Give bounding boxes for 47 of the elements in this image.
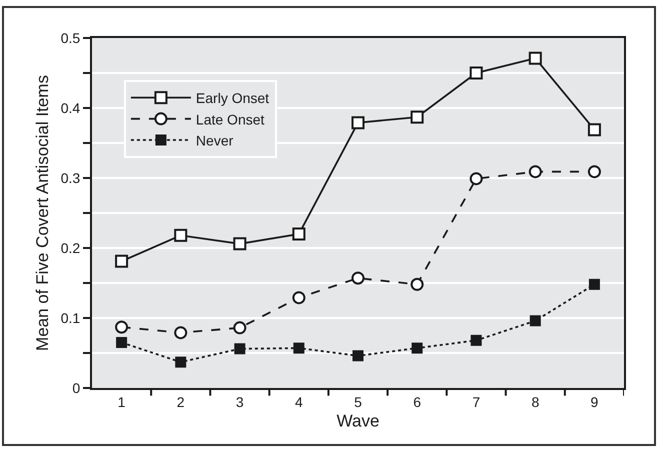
x-tick-label: 1 bbox=[118, 394, 126, 410]
point bbox=[174, 228, 188, 242]
point bbox=[410, 110, 424, 124]
point bbox=[233, 321, 246, 334]
legend-label: Late Onset bbox=[196, 111, 265, 128]
x-tick-label: 5 bbox=[354, 394, 362, 410]
point bbox=[530, 315, 541, 326]
x-tick-label: 6 bbox=[413, 394, 422, 410]
point bbox=[352, 350, 364, 362]
y-tick-label: 0.1 bbox=[60, 310, 80, 326]
point bbox=[115, 254, 128, 268]
point bbox=[174, 326, 188, 340]
point bbox=[470, 66, 483, 80]
point bbox=[470, 172, 483, 186]
point bbox=[410, 278, 424, 291]
x-tick-label: 3 bbox=[236, 394, 244, 410]
legend-label: Never bbox=[196, 132, 234, 148]
y-tick-label: 0 bbox=[72, 380, 80, 396]
point bbox=[292, 228, 306, 240]
x-tick-label: 2 bbox=[176, 394, 185, 410]
point bbox=[352, 116, 364, 130]
x-tick-label: 4 bbox=[294, 394, 303, 410]
point bbox=[588, 278, 600, 290]
point bbox=[175, 356, 186, 368]
y-tick-label: 0.3 bbox=[60, 170, 80, 186]
x-tick-label: 8 bbox=[531, 394, 540, 410]
point bbox=[293, 342, 304, 354]
point bbox=[588, 123, 601, 136]
y-axis-title: Mean of Five Covert Antisocial Items bbox=[32, 75, 52, 351]
y-tick-label: 0.4 bbox=[60, 100, 80, 116]
x-tick-label: 9 bbox=[590, 394, 599, 410]
point bbox=[470, 334, 482, 346]
x-tick-label: 7 bbox=[472, 394, 480, 410]
point bbox=[528, 52, 542, 65]
point bbox=[412, 342, 423, 354]
legend-label: Early Onset bbox=[196, 90, 270, 106]
y-tick-label: 0.2 bbox=[60, 240, 80, 256]
x-axis-title: Wave bbox=[336, 412, 380, 431]
point bbox=[233, 237, 246, 250]
point bbox=[352, 272, 364, 285]
y-tick-label: 0.5 bbox=[60, 30, 80, 46]
point bbox=[588, 165, 601, 178]
point bbox=[292, 291, 306, 304]
point bbox=[116, 337, 128, 348]
point bbox=[115, 320, 128, 334]
point bbox=[234, 343, 246, 354]
point bbox=[528, 165, 542, 178]
